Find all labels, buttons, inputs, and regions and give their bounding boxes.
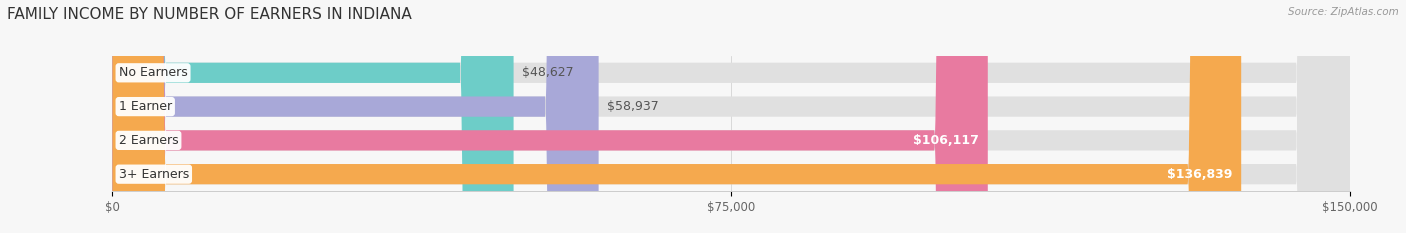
Text: $106,117: $106,117 bbox=[914, 134, 979, 147]
FancyBboxPatch shape bbox=[112, 0, 599, 233]
Text: $58,937: $58,937 bbox=[607, 100, 659, 113]
FancyBboxPatch shape bbox=[112, 0, 988, 233]
FancyBboxPatch shape bbox=[112, 0, 1350, 233]
FancyBboxPatch shape bbox=[112, 0, 1241, 233]
Text: FAMILY INCOME BY NUMBER OF EARNERS IN INDIANA: FAMILY INCOME BY NUMBER OF EARNERS IN IN… bbox=[7, 7, 412, 22]
FancyBboxPatch shape bbox=[112, 0, 1350, 233]
FancyBboxPatch shape bbox=[112, 0, 1350, 233]
FancyBboxPatch shape bbox=[112, 0, 1350, 233]
Text: Source: ZipAtlas.com: Source: ZipAtlas.com bbox=[1288, 7, 1399, 17]
FancyBboxPatch shape bbox=[112, 0, 513, 233]
Text: 1 Earner: 1 Earner bbox=[118, 100, 172, 113]
Text: 3+ Earners: 3+ Earners bbox=[118, 168, 188, 181]
Text: $136,839: $136,839 bbox=[1167, 168, 1233, 181]
Text: $48,627: $48,627 bbox=[522, 66, 574, 79]
Text: No Earners: No Earners bbox=[118, 66, 187, 79]
Text: 2 Earners: 2 Earners bbox=[118, 134, 179, 147]
